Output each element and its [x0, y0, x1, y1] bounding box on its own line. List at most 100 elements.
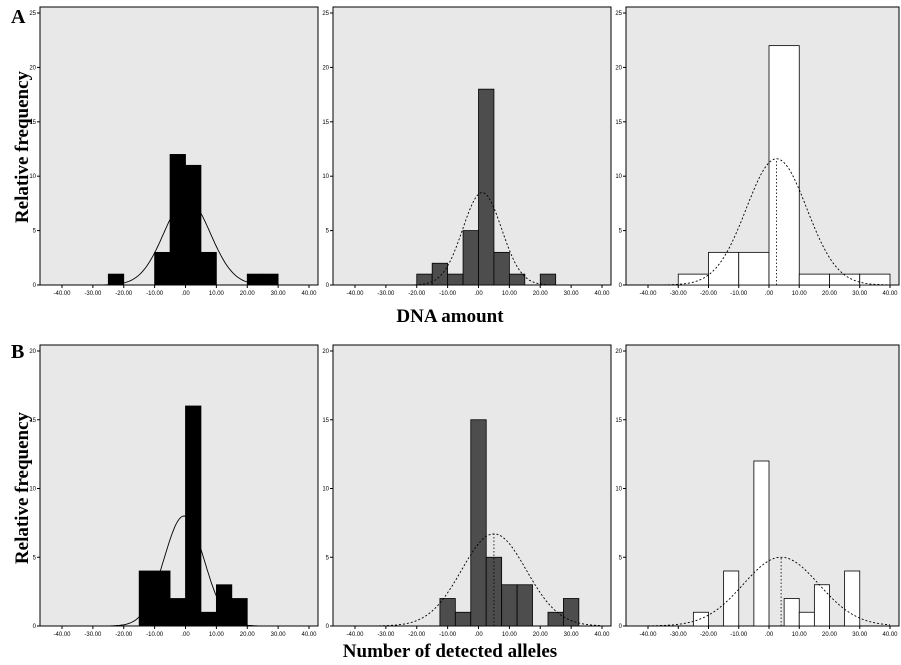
plot-a2-bar [493, 251, 510, 286]
plot-a3-y-tick-label: 0 [619, 283, 623, 289]
plot-a2-bar [431, 262, 449, 286]
plot-a2-x-tick-label: -20.00 [408, 291, 426, 297]
plot-a3-y-tick-label: 15 [615, 120, 622, 126]
plot-a1-x-tick-label: -40.00 [53, 291, 71, 297]
plot-b1-x-tick-label: 40.00 [301, 632, 317, 638]
plot-b2-x-tick-label: -30.00 [377, 632, 395, 638]
plot-b2-bar [516, 584, 533, 627]
plot-b3-bar [813, 584, 830, 627]
plot-a1-x-tick-label: 10.00 [209, 291, 225, 297]
plot-b1-bar [185, 405, 202, 627]
plot-b2-x-tick-label: -40.00 [346, 632, 364, 638]
plot-b2-bar [439, 598, 456, 627]
plot-b1-frame [39, 344, 319, 627]
plot-b2-bar [485, 556, 503, 627]
plot-a1-y-tick-label: 5 [33, 229, 37, 235]
plot-a3-x-tick-label: 10.00 [792, 291, 808, 297]
plot-b2-bar [454, 611, 472, 627]
plot-a3-y-tick-label: 5 [619, 229, 623, 235]
plot-b1-x-tick-label: -40.00 [53, 632, 71, 638]
plot-a3-bar [738, 251, 770, 286]
plot-a3-bar [768, 45, 800, 286]
plot-a3-x-tick-label: -20.00 [700, 291, 718, 297]
plot-b2-y-tick-label: 15 [322, 418, 329, 424]
plot-b3-bar [798, 611, 815, 627]
plot-b2-x-tick-label: 20.00 [533, 632, 549, 638]
plot-b2-y-tick-label: 5 [326, 555, 330, 561]
plot-a1-x-tick-label: 30.00 [271, 291, 287, 297]
plot-a3-x-tick-label: -10.00 [730, 291, 748, 297]
plot-a1-y-tick-label: 25 [29, 11, 36, 17]
plot-b3-bar [844, 570, 861, 627]
plot-b2-bar [563, 598, 580, 627]
plot-b2-y-tick-label: 20 [322, 349, 329, 355]
plot-b3-x-tick-label: .00 [765, 632, 774, 638]
plot-a3-bar [798, 273, 830, 286]
plot-a1-x-tick-label: -20.00 [115, 291, 133, 297]
plot-b3-x-tick-label: 30.00 [852, 632, 868, 638]
plot-a3-frame [625, 6, 900, 286]
plot-b3-bar [783, 598, 800, 627]
plot-a2-normal-curve [355, 192, 602, 286]
plot-b1-bar [200, 611, 217, 627]
plot-a2-x-tick-label: -30.00 [377, 291, 395, 297]
plot-b2-x-tick-label: 30.00 [564, 632, 580, 638]
plot-b1-bar [138, 570, 156, 627]
plot-b3-bar [723, 570, 740, 627]
plot-b1-bar [154, 570, 171, 627]
plot-a2-y-tick-label: 5 [326, 229, 330, 235]
row-b-x-axis-label: Number of detected alleles [342, 641, 558, 662]
plot-b2-x-tick-label: 40.00 [594, 632, 610, 638]
plot-b1-bar [231, 598, 248, 627]
plot-a3-x-tick-label: -40.00 [639, 291, 657, 297]
plot-a2-x-tick-label: -40.00 [346, 291, 364, 297]
plot-b2-y-tick-label: 10 [322, 487, 329, 493]
plot-a2-bar [478, 88, 495, 286]
panel-letter-b: B [11, 341, 25, 363]
plot-b2-x-tick-label: .00 [474, 632, 483, 638]
plot-a3-x-tick-label: -30.00 [670, 291, 688, 297]
plot-a2-y-tick-label: 15 [322, 120, 329, 126]
plot-b2-y-tick-label: 0 [326, 624, 330, 630]
plot-a1-y-tick-label: 10 [29, 174, 36, 180]
plot-b1-x-tick-label: 10.00 [209, 632, 225, 638]
plot-a3-bar [829, 273, 861, 286]
panel-letter-a: A [11, 6, 26, 28]
plot-b3-x-tick-label: -20.00 [700, 632, 718, 638]
plot-a1-bar [169, 154, 186, 286]
plot-b1-x-tick-label: 30.00 [271, 632, 287, 638]
plot-a3-y-tick-label: 20 [615, 65, 622, 71]
plot-a1-bar [154, 251, 171, 286]
plot-b1-y-tick-label: 10 [29, 487, 36, 493]
plot-a2-bar [416, 273, 433, 286]
plot-b1-normal-curve [62, 515, 309, 627]
plot-b1-y-tick-label: 20 [29, 349, 36, 355]
plot-b3-y-tick-label: 5 [619, 555, 623, 561]
plot-b3-x-tick-label: -30.00 [670, 632, 688, 638]
plot-a1-y-tick-label: 0 [33, 283, 37, 289]
plot-b3-x-tick-label: 40.00 [882, 632, 898, 638]
plot-b3-x-tick-label: -10.00 [730, 632, 748, 638]
plot-a3-y-tick-label: 10 [615, 174, 622, 180]
plot-a1-y-tick-label: 15 [29, 120, 36, 126]
plot-a1-normal-curve [62, 198, 309, 286]
plot-b3-x-tick-label: 20.00 [822, 632, 838, 638]
plot-a2-bar [462, 230, 479, 286]
plot-b1-y-tick-label: 5 [33, 555, 37, 561]
plot-a2-bar [539, 273, 557, 286]
plot-a2-y-tick-label: 25 [322, 11, 329, 17]
plot-a1-bar [185, 164, 202, 286]
plot-b3-y-tick-label: 10 [615, 487, 622, 493]
plot-b1-y-tick-label: 15 [29, 418, 36, 424]
plot-a1-x-tick-label: .00 [181, 291, 190, 297]
plot-a2-x-tick-label: 40.00 [594, 291, 610, 297]
plot-a2-x-tick-label: 10.00 [502, 291, 518, 297]
plot-b3-normal-curve [647, 556, 891, 627]
plot-a3-x-tick-label: .00 [765, 291, 774, 297]
plot-b1-bar [169, 598, 186, 627]
plot-a1-bar [200, 251, 217, 286]
plot-a1-bar [107, 273, 125, 286]
plot-b2-normal-curve [355, 533, 602, 627]
plot-a3-x-tick-label: 30.00 [852, 291, 868, 297]
